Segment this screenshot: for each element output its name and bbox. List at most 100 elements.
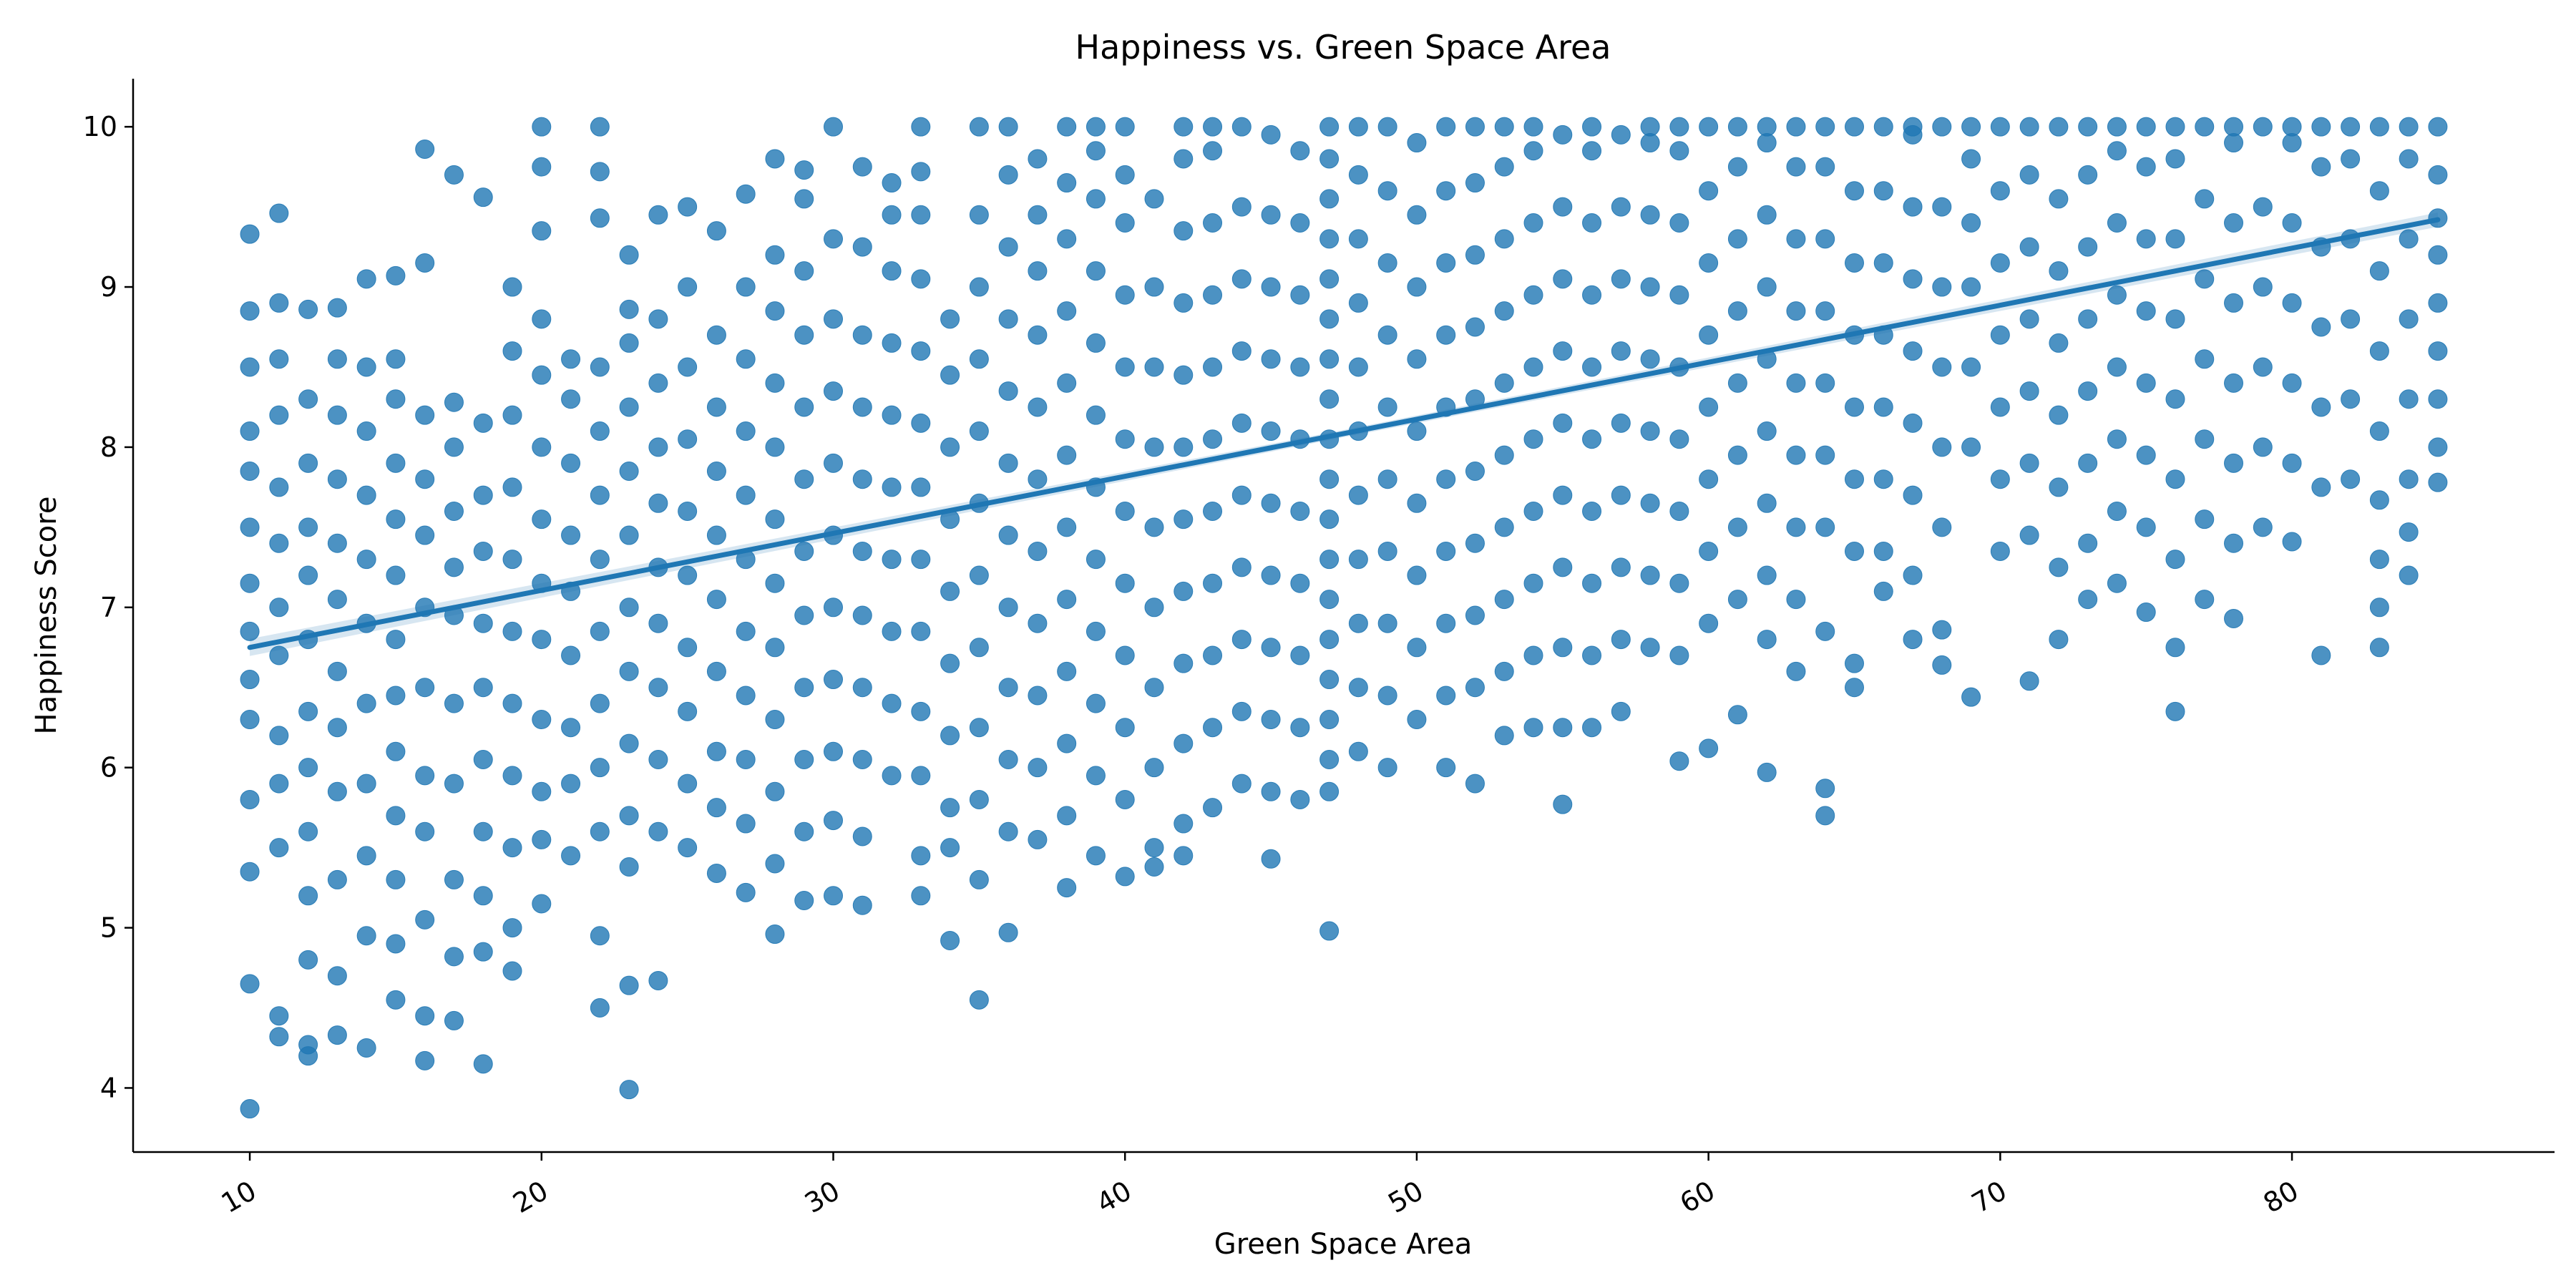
data-point bbox=[590, 821, 610, 841]
data-point bbox=[1640, 493, 1660, 513]
data-point bbox=[1844, 678, 1864, 698]
data-point bbox=[969, 277, 989, 297]
data-point bbox=[2311, 477, 2331, 497]
data-point bbox=[561, 774, 581, 794]
data-point bbox=[2078, 165, 2098, 185]
data-point bbox=[1377, 541, 1397, 561]
x-tick-label: 50 bbox=[1383, 1175, 1429, 1219]
data-point bbox=[1085, 846, 1106, 866]
data-point bbox=[2282, 453, 2302, 473]
data-point bbox=[2311, 157, 2331, 177]
data-point bbox=[1494, 373, 1514, 393]
data-point bbox=[2428, 245, 2448, 265]
data-point bbox=[2282, 117, 2302, 137]
data-point bbox=[1085, 141, 1106, 161]
data-point bbox=[2399, 522, 2419, 542]
data-point bbox=[1407, 493, 1427, 513]
data-point bbox=[1669, 501, 1689, 521]
data-point bbox=[2107, 285, 2127, 305]
data-point bbox=[1261, 493, 1281, 513]
data-point bbox=[940, 437, 960, 457]
data-point bbox=[2165, 229, 2185, 249]
data-point bbox=[1553, 485, 1573, 505]
data-point bbox=[1669, 429, 1689, 449]
data-point bbox=[1553, 413, 1573, 433]
data-point bbox=[386, 806, 406, 826]
data-point bbox=[1319, 550, 1340, 570]
data-point bbox=[1203, 285, 1223, 305]
data-point bbox=[1844, 653, 1864, 673]
data-point bbox=[1057, 445, 1077, 465]
data-point bbox=[648, 437, 668, 457]
data-point bbox=[2369, 261, 2389, 281]
data-point bbox=[1085, 333, 1106, 353]
data-point bbox=[1348, 117, 1368, 137]
data-point bbox=[1990, 397, 2010, 417]
data-point bbox=[1436, 469, 1456, 489]
data-point bbox=[298, 1035, 318, 1055]
data-point bbox=[852, 397, 872, 417]
data-point bbox=[1174, 653, 1194, 673]
data-point bbox=[1494, 301, 1514, 321]
data-point bbox=[415, 140, 435, 160]
data-point bbox=[765, 149, 785, 169]
data-point bbox=[1028, 469, 1048, 489]
data-point bbox=[911, 550, 931, 570]
data-point bbox=[824, 381, 844, 401]
data-point bbox=[1932, 437, 1952, 457]
data-point bbox=[298, 453, 318, 473]
data-point bbox=[298, 886, 318, 906]
data-point bbox=[1231, 269, 1252, 289]
data-point bbox=[269, 774, 289, 794]
data-point bbox=[1290, 645, 1310, 665]
data-point bbox=[1669, 141, 1689, 161]
data-point bbox=[2195, 429, 2215, 449]
data-point bbox=[1436, 541, 1456, 561]
data-point bbox=[502, 693, 522, 713]
data-point bbox=[1961, 213, 1981, 233]
data-point bbox=[1873, 581, 1893, 601]
data-point bbox=[1436, 686, 1456, 706]
data-point bbox=[1757, 205, 1777, 225]
data-point bbox=[1523, 357, 1543, 377]
data-point bbox=[998, 922, 1018, 942]
data-point bbox=[1553, 794, 1573, 814]
data-point bbox=[882, 766, 902, 786]
data-point bbox=[1319, 509, 1340, 530]
data-point bbox=[532, 829, 552, 849]
data-point bbox=[1028, 541, 1048, 561]
data-point bbox=[619, 462, 639, 482]
data-point bbox=[1261, 781, 1281, 801]
data-point bbox=[824, 117, 844, 137]
data-point bbox=[1873, 181, 1893, 201]
data-point bbox=[2311, 117, 2331, 137]
data-point bbox=[1377, 117, 1397, 137]
data-point bbox=[1786, 445, 1806, 465]
data-point bbox=[998, 749, 1018, 769]
data-point bbox=[882, 550, 902, 570]
data-point bbox=[532, 365, 552, 385]
data-point bbox=[882, 477, 902, 497]
data-point bbox=[240, 421, 260, 441]
data-point bbox=[1815, 517, 1835, 537]
data-point bbox=[1523, 501, 1543, 521]
data-point bbox=[648, 309, 668, 329]
data-point bbox=[1348, 550, 1368, 570]
data-point bbox=[794, 261, 814, 281]
data-point bbox=[356, 926, 376, 946]
data-point bbox=[1494, 590, 1514, 610]
data-point bbox=[2078, 453, 2098, 473]
data-point bbox=[240, 224, 260, 244]
data-point bbox=[1290, 789, 1310, 809]
data-point bbox=[1115, 501, 1135, 521]
data-point bbox=[1727, 373, 1747, 393]
data-point bbox=[1611, 630, 1631, 650]
data-point bbox=[473, 886, 493, 906]
data-point bbox=[1844, 469, 1864, 489]
data-point bbox=[1873, 469, 1893, 489]
data-point bbox=[240, 517, 260, 537]
data-point bbox=[1786, 229, 1806, 249]
data-point bbox=[1553, 557, 1573, 577]
data-point bbox=[1757, 493, 1777, 513]
data-point bbox=[648, 970, 668, 990]
